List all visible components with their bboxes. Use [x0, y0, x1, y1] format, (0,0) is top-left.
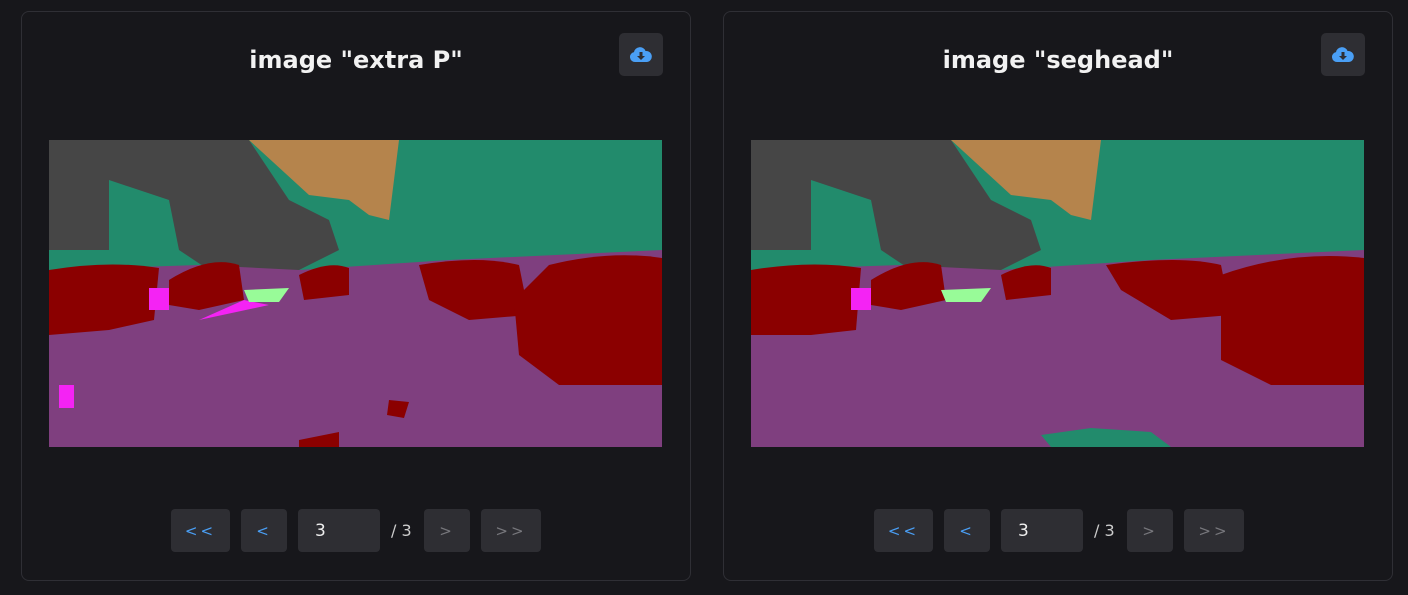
image-panel-seghead: image "seghead" << < / 3 > >>	[723, 11, 1393, 581]
segmentation-image	[49, 140, 662, 447]
last-page-button[interactable]: >>	[1184, 509, 1244, 552]
next-page-button[interactable]: >	[424, 509, 470, 552]
panel-title: image "extra P"	[249, 46, 463, 74]
first-page-button[interactable]: <<	[171, 509, 230, 552]
download-button[interactable]	[1321, 33, 1365, 76]
segmentation-image	[751, 140, 1364, 447]
page-input[interactable]	[298, 509, 380, 552]
cloud-download-icon	[630, 46, 652, 62]
page-total: / 3	[1094, 521, 1115, 540]
pagination: << < / 3 > >>	[22, 509, 690, 552]
download-button[interactable]	[619, 33, 663, 76]
prev-page-button[interactable]: <	[241, 509, 287, 552]
image-panel-extra-p: image "extra P" << < / 3 > >>	[21, 11, 691, 581]
page-total: / 3	[391, 521, 412, 540]
next-page-button[interactable]: >	[1127, 509, 1173, 552]
page-input[interactable]	[1001, 509, 1083, 552]
pagination: << < / 3 > >>	[724, 509, 1392, 552]
first-page-button[interactable]: <<	[874, 509, 933, 552]
last-page-button[interactable]: >>	[481, 509, 541, 552]
panel-title: image "seghead"	[942, 46, 1174, 74]
prev-page-button[interactable]: <	[944, 509, 990, 552]
cloud-download-icon	[1332, 46, 1354, 62]
